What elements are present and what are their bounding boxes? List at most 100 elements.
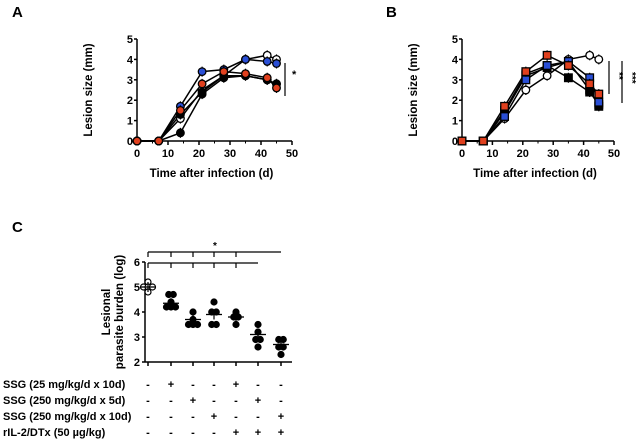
data-point xyxy=(171,303,180,311)
panel-label-a: A xyxy=(12,4,23,21)
series-line-red-circle xyxy=(137,70,278,142)
y-tick-label: 4 xyxy=(127,54,134,66)
y-tick-label: 0 xyxy=(452,136,458,148)
data-point-open-circle xyxy=(521,85,531,95)
treatment-mark: - xyxy=(146,379,150,391)
data-point-red-square xyxy=(585,79,595,89)
data-point xyxy=(256,335,264,344)
treatment-mark: - xyxy=(146,411,150,423)
treatment-mark: - xyxy=(169,395,173,407)
treatment-mark: - xyxy=(191,411,195,423)
treatment-label: SSG (25 mg/kg/d x 10d) xyxy=(3,379,126,391)
panel-label-c: C xyxy=(12,219,23,236)
y-tick-label: 0 xyxy=(127,136,133,148)
data-point-blue-circle xyxy=(197,67,207,77)
y-tick-label: 2 xyxy=(134,357,140,369)
x-tick-label: 10 xyxy=(486,148,498,160)
treatment-mark: + xyxy=(278,411,284,423)
data-point-black-square xyxy=(563,73,573,83)
y-tick-label: 6 xyxy=(134,257,140,269)
data-point xyxy=(232,320,240,329)
data-point-red-square xyxy=(542,50,552,60)
data-point-red-circle xyxy=(154,136,164,146)
y-tick-label: 2 xyxy=(127,95,133,107)
panel-label-b: B xyxy=(386,4,397,21)
data-point-open-circle xyxy=(585,50,595,60)
data-point-red-circle xyxy=(272,83,281,93)
data-point-blue-square xyxy=(521,75,531,85)
series-line-blue-circle xyxy=(137,58,277,142)
treatment-mark: - xyxy=(146,427,150,439)
data-point-blue-circle xyxy=(272,59,281,68)
data-point-blue-square xyxy=(500,112,510,121)
x-tick-label: 40 xyxy=(255,148,267,160)
data-point-red-square xyxy=(478,136,488,146)
treatment-mark: + xyxy=(211,411,217,423)
data-point-black-circle xyxy=(175,128,185,138)
y-tick-label: 5 xyxy=(127,34,133,46)
x-tick-label: 30 xyxy=(224,148,236,160)
y-axis-label: Lesional xyxy=(101,289,113,336)
x-tick-label: 20 xyxy=(517,148,529,160)
treatment-mark: - xyxy=(212,379,216,391)
y-tick-label: 1 xyxy=(452,116,458,128)
x-axis-label: Time after infection (d) xyxy=(473,168,597,180)
significance-label: ** xyxy=(613,72,624,80)
data-point-open-circle xyxy=(594,54,604,64)
data-point xyxy=(210,298,218,306)
data-point-open-circle xyxy=(542,71,552,81)
x-tick-label: 10 xyxy=(162,148,174,160)
data-point-black-circle xyxy=(197,89,207,99)
y-tick-label: 3 xyxy=(134,332,140,344)
treatment-label: rIL-2/DTx (50 µg/kg) xyxy=(3,427,106,439)
treatment-mark: + xyxy=(190,395,196,407)
y-tick-label: 3 xyxy=(127,75,133,87)
data-point-red-circle xyxy=(175,105,185,115)
treatment-label: SSG (250 mg/kg/d x 10d) xyxy=(3,411,132,423)
data-point-blue-circle xyxy=(241,54,250,64)
x-tick-label: 30 xyxy=(547,148,559,160)
data-point-blue-circle xyxy=(262,56,272,66)
y-tick-label: 5 xyxy=(452,34,458,46)
data-point xyxy=(279,335,287,344)
data-point-black-square xyxy=(585,87,595,97)
y-tick-label: 2 xyxy=(452,95,458,107)
data-point-red-circle xyxy=(241,69,250,79)
treatment-mark: - xyxy=(169,411,173,423)
data-point-red-square xyxy=(594,89,604,99)
y-tick-label: 1 xyxy=(127,116,133,128)
y-axis-label: Lesion size (mm) xyxy=(83,43,95,136)
treatment-mark: - xyxy=(191,427,195,439)
treatment-mark: + xyxy=(233,379,239,391)
data-point xyxy=(189,308,197,316)
x-tick-label: 0 xyxy=(459,148,465,160)
data-point xyxy=(277,350,285,359)
x-tick-label: 50 xyxy=(286,148,298,160)
treatment-mark: + xyxy=(255,395,261,407)
data-point-red-square xyxy=(563,61,573,70)
y-tick-label: 4 xyxy=(134,307,141,319)
treatment-mark: - xyxy=(256,411,260,423)
y-tick-label: 3 xyxy=(452,75,458,87)
treatment-mark: + xyxy=(278,427,284,439)
data-point xyxy=(169,290,177,299)
treatment-mark: - xyxy=(212,427,216,439)
data-point-red-square xyxy=(500,101,510,111)
data-point xyxy=(254,320,262,329)
data-point-red-square xyxy=(457,136,467,146)
treatment-mark: + xyxy=(255,427,261,439)
data-point-blue-square xyxy=(594,97,604,107)
data-point-blue-square xyxy=(542,61,552,70)
significance-label: * xyxy=(213,241,217,252)
x-tick-label: 0 xyxy=(134,148,140,160)
data-point-red-circle xyxy=(219,67,229,77)
treatment-mark: - xyxy=(169,427,173,439)
data-point-red-circle xyxy=(197,79,207,89)
treatment-mark: - xyxy=(279,395,283,407)
treatment-mark: - xyxy=(234,411,238,423)
data-point-red-circle xyxy=(132,136,142,146)
data-point-red-square xyxy=(521,67,531,77)
treatment-mark: - xyxy=(234,395,238,407)
